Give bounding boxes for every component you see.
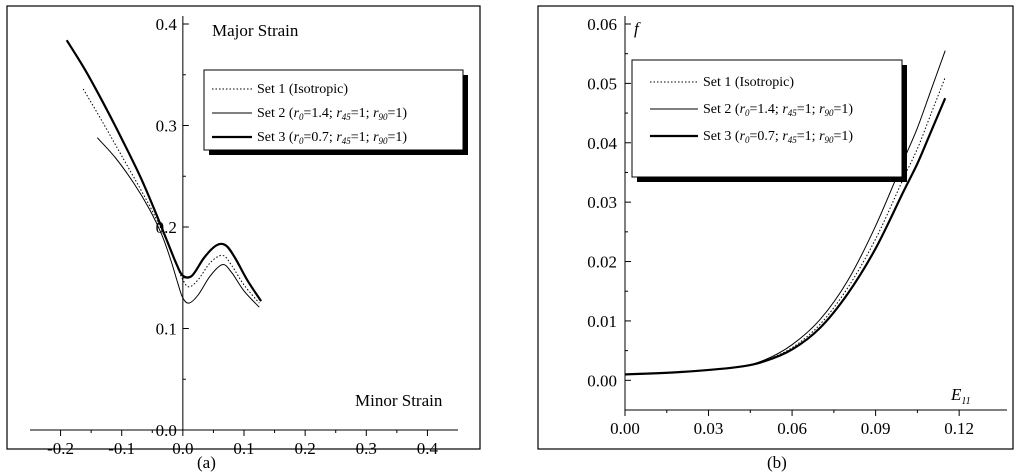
legend-label-3: Set 3 (r0=0.7; r45=1; r90=1): [257, 130, 407, 146]
legend-a: Set 1 (Isotropic) Set 2 (r0=1.4; r45=1; r…: [212, 82, 407, 146]
panel-a: 0.00.10.20.30.4-0.2 -0.1 0.0 0.1 0.2 0.3 0.4 S…: [6, 5, 481, 472]
y-tick-label: 0.00: [587, 371, 617, 390]
y-tick-label: 0.1: [156, 320, 177, 339]
x-tick-label: -0.2: [47, 439, 74, 458]
panel-b: 0.00 0.01 0.02 0.03 0.04 0.05 0.06 0.00 0.03 0.06…: [537, 5, 1014, 472]
x-tick-label: 0.03: [694, 419, 724, 438]
panel-a-xlabel: Minor Strain: [355, 391, 443, 410]
y-tick-label: 0.04: [587, 134, 617, 153]
y-tick-label: 0.02: [587, 253, 617, 272]
legend-label-3: Set 3 (r0=0.7; r45=1; r90=1): [703, 129, 853, 145]
x-tick-label: 0.00: [610, 419, 640, 438]
x-tick-label: 0.1: [233, 439, 254, 458]
panel-b-xlabel: E11: [950, 385, 971, 407]
x-tick-label: 0.2: [295, 439, 316, 458]
y-tick-label: 0.3: [156, 117, 177, 136]
y-tick-label: 0.4: [156, 15, 178, 34]
x-tick-label: 0.3: [356, 439, 377, 458]
y-tick-label: 0.05: [587, 74, 617, 93]
x-tick-label: 0.4: [417, 439, 439, 458]
legend-label-2: Set 2 (r0=1.4; r45=1; r90=1): [257, 106, 407, 122]
panel-b-frame: [537, 5, 1014, 450]
x-tick-label: 0.0: [172, 439, 193, 458]
x-tick-label: 0.06: [777, 419, 807, 438]
y-tick-label: 0.03: [587, 193, 617, 212]
x-tick-label: 0.09: [861, 419, 891, 438]
series-line-1: [82, 88, 260, 304]
series-line-3: [65, 39, 263, 302]
legend-label-1: Set 1 (Isotropic): [703, 75, 794, 90]
y-tick-label: 0.06: [587, 15, 617, 34]
panel-a-ylabel: Major Strain: [212, 21, 299, 40]
series-line-2: [96, 137, 260, 308]
y-tick-label: 0.01: [587, 312, 617, 331]
panel-b-caption: (b): [767, 453, 787, 472]
legend-b-box: [631, 59, 903, 178]
x-tick-label: -0.1: [108, 439, 135, 458]
panel-b-ylabel: f: [634, 19, 641, 38]
legend-label-1: Set 1 (Isotropic): [257, 82, 348, 97]
panel-a-frame: [6, 5, 481, 450]
panel-a-caption: (a): [197, 453, 216, 472]
x-tick-label: 0.12: [944, 419, 974, 438]
legend-label-2: Set 2 (r0=1.4; r45=1; r90=1): [703, 102, 853, 118]
legend-b: Set 1 (Isotropic) Set 2 (r0=1.4; r45=1; r…: [650, 75, 853, 145]
series-line-3: [624, 97, 947, 376]
